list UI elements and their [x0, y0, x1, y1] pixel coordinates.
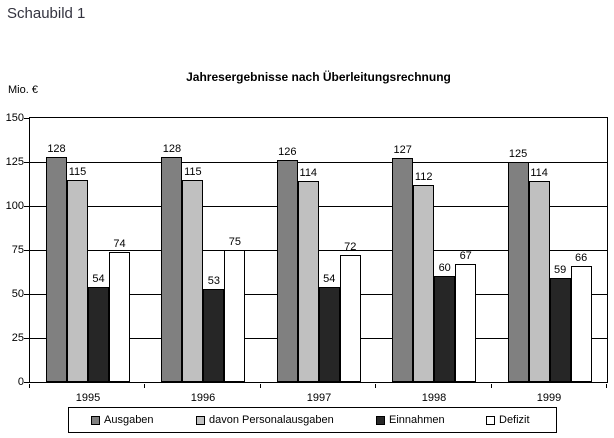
bar-einnahmen-1997	[318, 286, 340, 382]
y-axis-label-0: 0	[17, 376, 24, 388]
legend-label-ausgaben: Ausgaben	[104, 414, 154, 426]
bar-value-label-davon-personalausgaben-1997: 114	[299, 167, 318, 180]
legend-swatch-davon-personalausgaben	[196, 415, 205, 425]
gridline-125	[30, 161, 607, 163]
bar-davon-personalausgaben-1999	[528, 181, 550, 382]
y-axis-tick-75	[24, 250, 29, 251]
bar-ausgaben-1995	[46, 156, 67, 382]
bar-value-label-davon-personalausgaben-1995: 115	[68, 165, 87, 178]
bar-value-label-einnahmen-1998: 60	[438, 262, 451, 275]
x-axis-tick	[375, 384, 376, 388]
bar-value-label-defizit-1996: 75	[228, 236, 242, 248]
bar-value-label-einnahmen-1999: 59	[553, 264, 567, 277]
bar-value-label-defizit-1997: 72	[344, 241, 357, 254]
bar-defizit-1996	[224, 250, 246, 382]
legend-label-davon-personalausgaben: davon Personalausgaben	[209, 414, 334, 426]
bar-value-label-einnahmen-1996: 53	[207, 274, 221, 287]
bar-defizit-1997	[339, 255, 361, 382]
y-axis-label-150: 150	[5, 112, 24, 124]
x-axis-label-1999: 1999	[536, 392, 562, 404]
x-axis-label-1995: 1995	[75, 392, 101, 404]
y-axis-tick-0	[24, 382, 29, 383]
bar-value-label-einnahmen-1997: 54	[323, 272, 336, 285]
bar-ausgaben-1996	[161, 156, 183, 382]
legend-item-defizit: Defizit	[486, 408, 530, 432]
chart-legend: Ausgaben davon Personalausgaben Einnahmen D…	[68, 407, 557, 433]
bar-davon-personalausgaben-1996	[182, 179, 204, 382]
legend-item-einnahmen: Einnahmen	[376, 408, 445, 432]
bar-defizit-1995	[109, 251, 130, 382]
y-axis-label-25: 25	[11, 332, 24, 344]
x-axis-tick	[29, 384, 30, 388]
y-axis-tick-100	[24, 206, 29, 207]
plot-area: 128 115 54 74 128 115 53 75 126 114 54 72 127 112 60 67…	[29, 117, 608, 383]
bar-value-label-ausgaben-1999: 125	[508, 148, 528, 160]
bar-einnahmen-1995	[88, 286, 109, 382]
y-axis-tick-25	[24, 338, 29, 339]
x-axis-label-1997: 1997	[306, 392, 332, 404]
bar-davon-personalausgaben-1998	[413, 184, 435, 382]
legend-swatch-ausgaben	[91, 415, 100, 425]
y-axis-tick-125	[24, 162, 29, 163]
bar-davon-personalausgaben-1997	[297, 181, 319, 382]
bar-defizit-1999	[570, 265, 592, 382]
bar-davon-personalausgaben-1995	[67, 179, 88, 382]
x-axis-tick	[144, 384, 145, 388]
legend-swatch-einnahmen	[376, 415, 385, 425]
bar-defizit-1998	[455, 264, 477, 382]
bar-value-label-ausgaben-1998: 127	[393, 144, 412, 157]
bar-value-label-ausgaben-1995: 128	[47, 142, 66, 155]
y-axis-tick-150	[24, 118, 29, 119]
chart-title: Jahresergebnisse nach Überleitungsrechnu…	[186, 70, 451, 84]
y-axis-label-125: 125	[5, 156, 24, 168]
bar-einnahmen-1999	[549, 278, 571, 382]
bar-ausgaben-1997	[276, 160, 298, 382]
y-axis-label-100: 100	[5, 200, 24, 212]
bar-value-label-davon-personalausgaben-1996: 115	[184, 165, 202, 178]
x-axis-tick	[491, 384, 492, 388]
x-axis-label-1998: 1998	[421, 392, 447, 404]
legend-swatch-defizit	[486, 415, 495, 425]
bar-value-label-davon-personalausgaben-1998: 112	[414, 170, 433, 183]
y-axis-tick-50	[24, 294, 29, 295]
legend-item-ausgaben: Ausgaben	[91, 408, 154, 432]
legend-item-davon-personalausgaben: davon Personalausgaben	[196, 408, 334, 432]
legend-label-einnahmen: Einnahmen	[389, 414, 445, 426]
bar-value-label-einnahmen-1995: 54	[92, 272, 105, 285]
legend-label-defizit: Defizit	[499, 414, 530, 426]
figure-label: Schaubild 1	[7, 5, 86, 22]
x-axis-tick	[260, 384, 261, 388]
bar-value-label-defizit-1999: 66	[574, 251, 588, 264]
y-axis-label-75: 75	[11, 244, 24, 256]
bar-einnahmen-1998	[434, 276, 456, 382]
bar-value-label-defizit-1998: 67	[459, 250, 472, 263]
bar-ausgaben-1999	[507, 162, 529, 382]
bar-ausgaben-1998	[392, 158, 414, 382]
y-axis-label-50: 50	[11, 288, 24, 300]
bar-value-label-ausgaben-1996: 128	[162, 142, 182, 155]
bar-value-label-davon-personalausgaben-1999: 114	[530, 167, 548, 180]
bar-value-label-ausgaben-1997: 126	[278, 146, 297, 159]
y-axis-unit-label: Mio. €	[8, 84, 38, 96]
bar-einnahmen-1996	[203, 288, 225, 382]
x-axis-tick	[606, 384, 607, 388]
x-axis-label-1996: 1996	[190, 392, 216, 404]
bar-value-label-defizit-1995: 74	[113, 237, 126, 250]
